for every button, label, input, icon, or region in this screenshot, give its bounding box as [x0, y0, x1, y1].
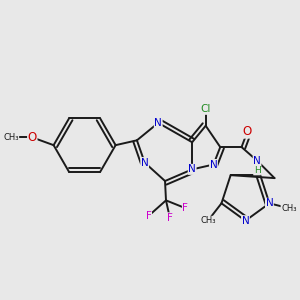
Text: H: H: [254, 166, 260, 175]
Text: F: F: [182, 203, 188, 213]
Text: O: O: [28, 131, 37, 144]
Text: CH₃: CH₃: [200, 216, 216, 225]
Text: CH₃: CH₃: [281, 204, 296, 213]
Text: N: N: [253, 156, 261, 166]
Text: F: F: [146, 211, 152, 221]
Text: Cl: Cl: [200, 104, 211, 114]
Text: N: N: [188, 164, 196, 174]
Text: N: N: [154, 118, 162, 128]
Text: N: N: [242, 216, 249, 226]
Text: N: N: [266, 198, 273, 208]
Text: CH₃: CH₃: [3, 133, 19, 142]
Text: O: O: [243, 125, 252, 138]
Text: F: F: [167, 213, 173, 223]
Text: N: N: [141, 158, 148, 168]
Text: N: N: [210, 160, 217, 170]
